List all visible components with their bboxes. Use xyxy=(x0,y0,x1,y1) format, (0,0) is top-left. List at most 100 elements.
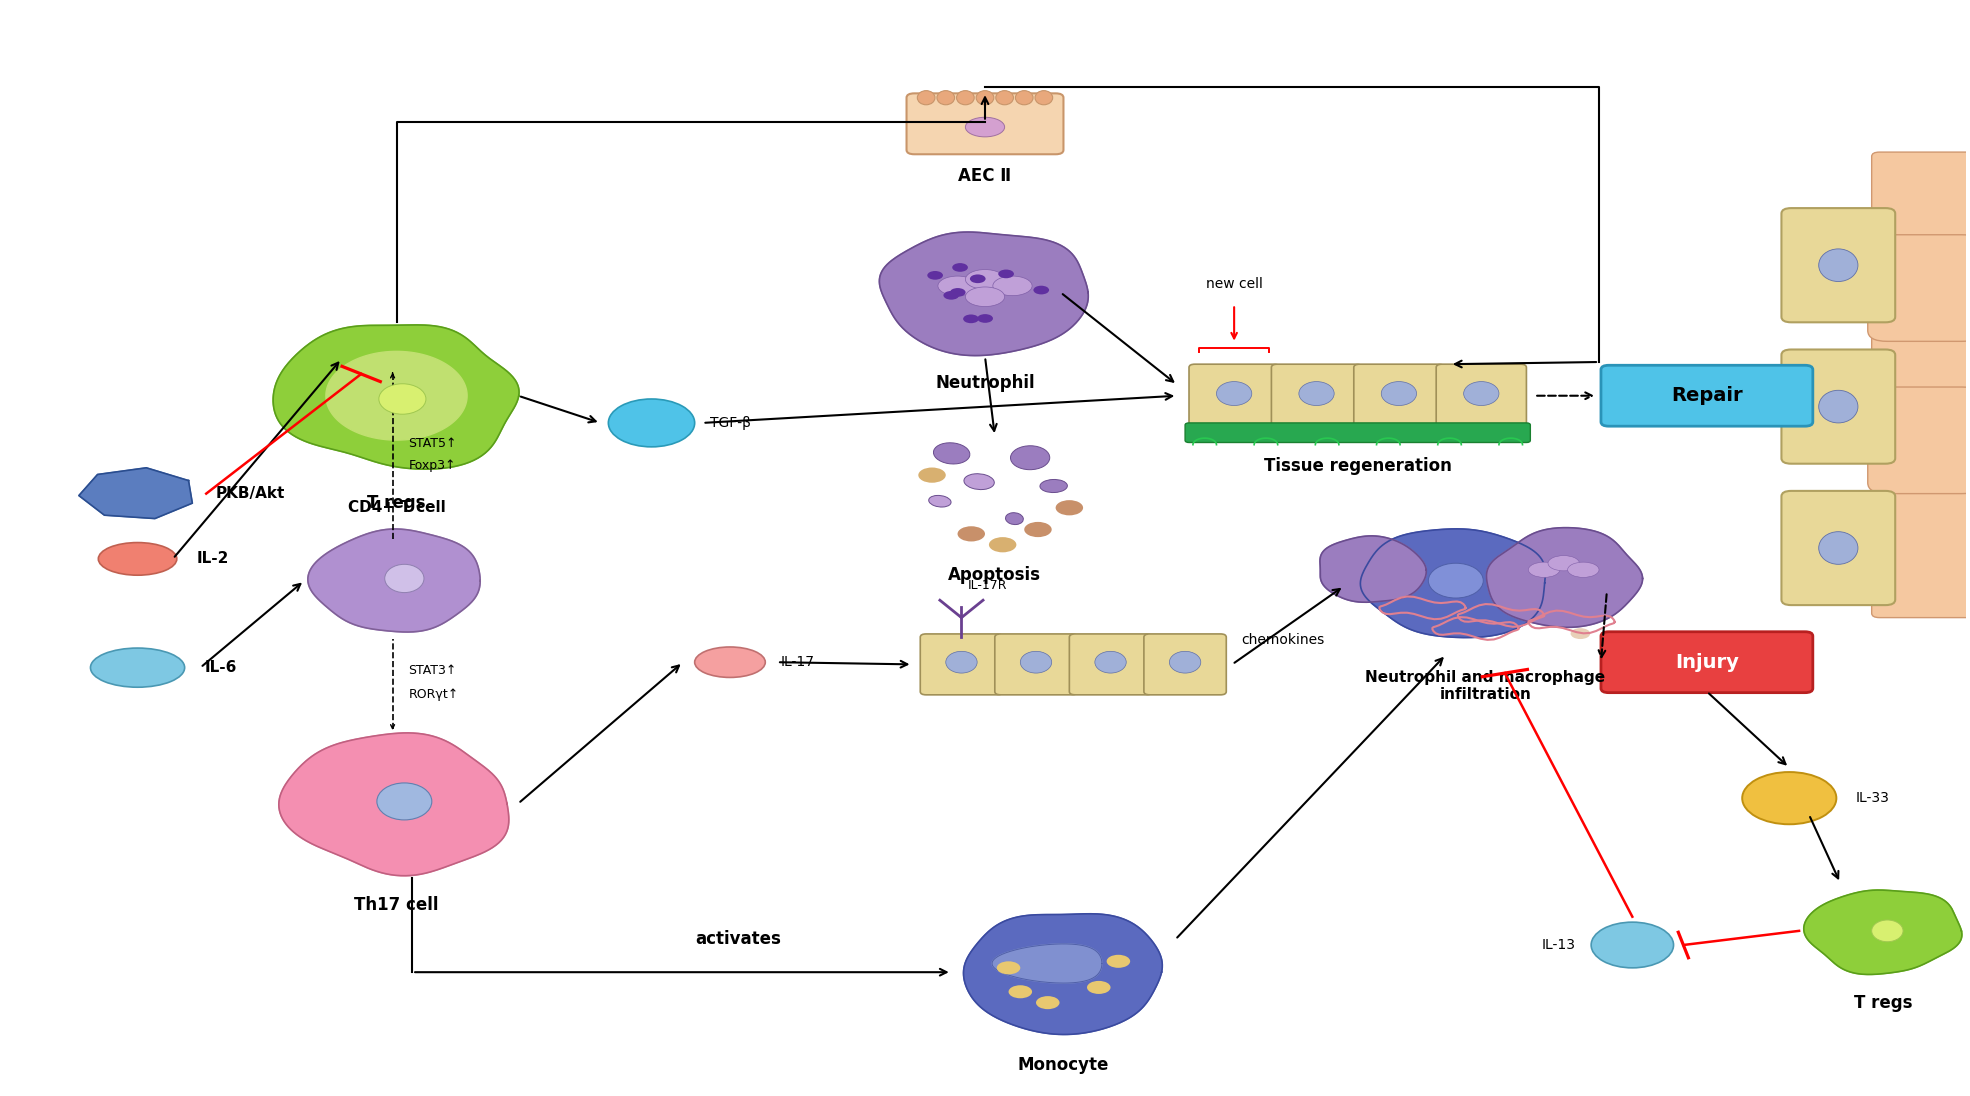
FancyBboxPatch shape xyxy=(1070,633,1152,695)
Circle shape xyxy=(1389,547,1409,558)
Circle shape xyxy=(999,270,1015,278)
Circle shape xyxy=(1034,286,1050,295)
Circle shape xyxy=(1056,500,1084,515)
Polygon shape xyxy=(963,914,1162,1035)
Text: IL-6: IL-6 xyxy=(205,660,236,675)
FancyBboxPatch shape xyxy=(1781,350,1895,464)
FancyBboxPatch shape xyxy=(1436,364,1527,427)
Text: CD4+ T cell: CD4+ T cell xyxy=(347,501,445,515)
Text: PKB/Akt: PKB/Akt xyxy=(217,487,286,501)
Ellipse shape xyxy=(1818,249,1858,282)
FancyBboxPatch shape xyxy=(1868,387,1970,493)
Ellipse shape xyxy=(938,276,977,296)
FancyBboxPatch shape xyxy=(920,633,1003,695)
Circle shape xyxy=(1107,955,1131,968)
Text: Foxp3↑: Foxp3↑ xyxy=(408,459,455,472)
Circle shape xyxy=(1450,557,1470,567)
Ellipse shape xyxy=(977,91,993,105)
Polygon shape xyxy=(1361,529,1544,638)
Text: RORγt↑: RORγt↑ xyxy=(408,688,459,701)
Ellipse shape xyxy=(1034,91,1052,105)
FancyBboxPatch shape xyxy=(1872,152,1970,618)
Ellipse shape xyxy=(934,443,969,464)
Polygon shape xyxy=(993,944,1101,983)
Text: Tissue regeneration: Tissue regeneration xyxy=(1265,457,1452,475)
Text: T regs: T regs xyxy=(1854,994,1913,1012)
Ellipse shape xyxy=(1464,381,1499,406)
Ellipse shape xyxy=(965,117,1005,137)
FancyBboxPatch shape xyxy=(1190,364,1279,427)
Ellipse shape xyxy=(1428,563,1483,598)
Ellipse shape xyxy=(1872,920,1903,941)
Ellipse shape xyxy=(1015,91,1032,105)
FancyBboxPatch shape xyxy=(1602,365,1812,426)
Text: Injury: Injury xyxy=(1674,653,1740,672)
Circle shape xyxy=(1570,628,1590,639)
Circle shape xyxy=(609,399,695,447)
Circle shape xyxy=(918,468,946,482)
Text: Neutrophil and macrophage
infiltration: Neutrophil and macrophage infiltration xyxy=(1365,670,1606,703)
Text: activates: activates xyxy=(695,931,780,948)
Ellipse shape xyxy=(378,384,426,414)
Text: STAT5↑: STAT5↑ xyxy=(408,437,457,450)
Circle shape xyxy=(989,537,1017,552)
Ellipse shape xyxy=(1548,556,1580,571)
Polygon shape xyxy=(1320,536,1426,602)
FancyBboxPatch shape xyxy=(1145,633,1225,695)
Ellipse shape xyxy=(963,473,995,490)
Text: TGF-β: TGF-β xyxy=(711,415,751,430)
Ellipse shape xyxy=(1381,381,1416,406)
Polygon shape xyxy=(325,352,467,441)
Ellipse shape xyxy=(1298,381,1334,406)
FancyBboxPatch shape xyxy=(1602,631,1812,693)
FancyBboxPatch shape xyxy=(1271,364,1361,427)
Circle shape xyxy=(1741,772,1836,824)
Circle shape xyxy=(1369,578,1389,589)
FancyBboxPatch shape xyxy=(1781,208,1895,322)
Ellipse shape xyxy=(993,276,1032,296)
Circle shape xyxy=(1087,981,1111,994)
Circle shape xyxy=(950,288,965,297)
Text: IL-33: IL-33 xyxy=(1856,791,1889,806)
FancyBboxPatch shape xyxy=(906,93,1064,155)
Ellipse shape xyxy=(918,91,936,105)
FancyBboxPatch shape xyxy=(1868,235,1970,341)
Circle shape xyxy=(944,290,959,299)
Polygon shape xyxy=(274,324,518,469)
Ellipse shape xyxy=(995,91,1013,105)
Polygon shape xyxy=(1487,527,1643,627)
Circle shape xyxy=(1560,553,1580,564)
Ellipse shape xyxy=(91,648,185,687)
FancyBboxPatch shape xyxy=(1186,423,1531,443)
Ellipse shape xyxy=(938,91,955,105)
Circle shape xyxy=(1036,996,1060,1009)
Ellipse shape xyxy=(1568,562,1600,578)
Text: Monocyte: Monocyte xyxy=(1018,1055,1109,1074)
Ellipse shape xyxy=(1529,562,1560,578)
Ellipse shape xyxy=(1095,651,1127,673)
Polygon shape xyxy=(307,529,481,632)
Circle shape xyxy=(1493,607,1513,618)
Text: Neutrophil: Neutrophil xyxy=(936,374,1034,392)
Circle shape xyxy=(1481,610,1501,621)
Ellipse shape xyxy=(965,270,1005,289)
Text: Apoptosis: Apoptosis xyxy=(948,567,1042,584)
Ellipse shape xyxy=(965,287,1005,307)
FancyBboxPatch shape xyxy=(995,633,1078,695)
Circle shape xyxy=(1024,522,1052,537)
Text: chemokines: chemokines xyxy=(1241,633,1324,647)
Circle shape xyxy=(1600,589,1619,600)
Ellipse shape xyxy=(928,495,952,507)
Text: IL-2: IL-2 xyxy=(197,551,229,567)
Text: Th17 cell: Th17 cell xyxy=(355,897,439,914)
Text: IL-17: IL-17 xyxy=(780,655,816,670)
Ellipse shape xyxy=(1217,381,1251,406)
Text: IL-17R: IL-17R xyxy=(967,579,1007,592)
Ellipse shape xyxy=(1818,532,1858,564)
Circle shape xyxy=(1393,566,1412,575)
Ellipse shape xyxy=(695,647,764,677)
Ellipse shape xyxy=(957,91,975,105)
Ellipse shape xyxy=(1011,446,1050,470)
Polygon shape xyxy=(1805,890,1962,974)
Ellipse shape xyxy=(946,651,977,673)
